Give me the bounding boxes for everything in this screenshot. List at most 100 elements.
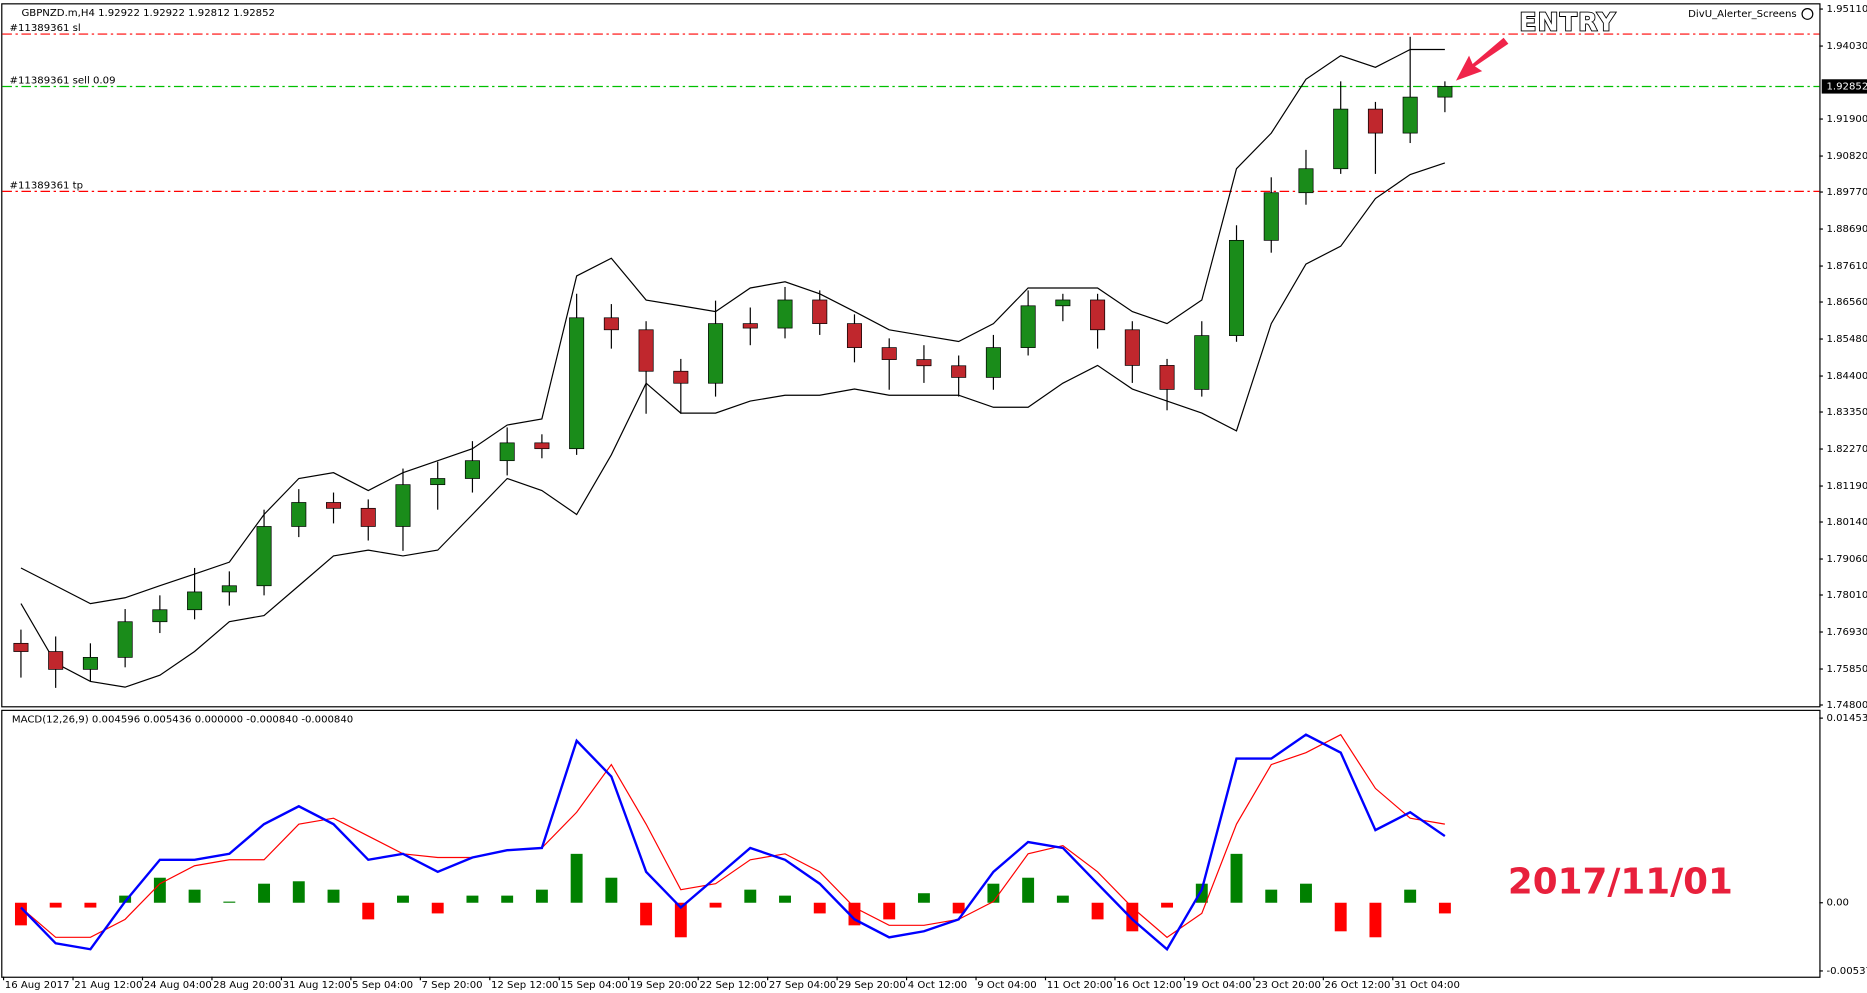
- histogram-bar: [779, 895, 791, 903]
- histogram-bar: [1334, 902, 1347, 932]
- y-tick-label: 1.78010: [1826, 590, 1867, 601]
- corner-label: DivU_Alerter_Screens: [1688, 9, 1797, 20]
- candle-body: [291, 502, 307, 527]
- histogram-bar: [1161, 902, 1174, 908]
- x-tick-label: 23 Oct 20:00: [1255, 980, 1321, 991]
- candle-body: [221, 585, 237, 593]
- candle-body: [48, 651, 64, 670]
- candle-body: [360, 507, 376, 527]
- histogram-bar: [49, 902, 62, 908]
- candle-body: [638, 329, 654, 372]
- y-tick-label: 1.87610: [1826, 261, 1867, 272]
- histogram-bar: [1195, 883, 1208, 903]
- histogram-bar: [188, 889, 201, 903]
- candle-body: [395, 484, 411, 527]
- candle-body: [916, 359, 932, 367]
- candle-body: [1333, 108, 1349, 170]
- histogram-bar: [1265, 889, 1278, 903]
- histogram-bar: [466, 895, 479, 903]
- candle-body: [742, 323, 758, 329]
- histogram-bar: [119, 895, 132, 903]
- x-tick-label: 4 Oct 12:00: [908, 980, 967, 991]
- x-tick-label: 12 Sep 12:00: [491, 980, 558, 991]
- x-tick-label: 22 Sep 12:00: [699, 980, 766, 991]
- histogram-bar: [223, 901, 236, 903]
- candle-body: [985, 347, 1001, 378]
- y-tick-label: 1.75850: [1826, 664, 1867, 675]
- candle-body: [152, 609, 168, 623]
- candle-body: [1194, 335, 1210, 390]
- y-tick-label: 1.90820: [1826, 151, 1867, 162]
- histogram-bar: [744, 889, 757, 903]
- x-tick-label: 11 Oct 20:00: [1047, 980, 1113, 991]
- x-tick-label: 7 Sep 20:00: [422, 980, 483, 991]
- entry-annotation: ENTRY: [1519, 7, 1616, 36]
- y-tick-label: 1.94030: [1826, 41, 1867, 52]
- histogram-bar: [848, 902, 861, 926]
- histogram-bar: [1300, 883, 1312, 903]
- x-tick-label: 28 Aug 20:00: [213, 980, 281, 991]
- histogram-bar: [1022, 877, 1035, 903]
- y-tick-label: -0.005371: [1826, 966, 1867, 977]
- macd-title: MACD(12,26,9) 0.004596 0.005436 0.000000…: [12, 714, 353, 725]
- candle-body: [951, 365, 967, 378]
- candle-body: [464, 460, 480, 479]
- price-panel: [1, 3, 1821, 708]
- y-tick-label: 1.76930: [1826, 627, 1867, 638]
- candle-body: [1124, 329, 1140, 366]
- x-tick-label: 29 Sep 20:00: [838, 980, 905, 991]
- histogram-bar: [501, 895, 514, 903]
- x-tick-label: 19 Sep 20:00: [630, 980, 697, 991]
- candle-body: [1263, 192, 1279, 241]
- candle-body: [1159, 365, 1175, 390]
- y-tick-label: 1.88690: [1826, 224, 1867, 235]
- histogram-bar: [397, 895, 409, 903]
- histogram-bar: [813, 902, 826, 914]
- candle-body: [708, 323, 724, 384]
- histogram-bar: [987, 883, 1000, 903]
- x-tick-label: 16 Oct 12:00: [1116, 980, 1182, 991]
- x-tick-label: 27 Sep 04:00: [769, 980, 836, 991]
- candle-body: [430, 478, 446, 486]
- candle-body: [1298, 168, 1314, 194]
- y-tick-label: 1.79060: [1826, 554, 1867, 565]
- histogram-bar: [431, 902, 444, 914]
- candle-body: [1055, 299, 1071, 307]
- signal-line: [20, 733, 1445, 939]
- histogram-bar: [1126, 902, 1139, 932]
- histogram-bar: [952, 902, 965, 914]
- x-tick-label: 9 Oct 04:00: [977, 980, 1036, 991]
- y-tick-label: 1.80140: [1826, 517, 1867, 528]
- candle-body: [499, 442, 515, 462]
- histogram-bar: [674, 902, 687, 938]
- entry-arrow: [1455, 37, 1509, 81]
- candle-body: [673, 370, 689, 384]
- y-tick-label: 1.89770: [1826, 187, 1867, 198]
- candle-body: [1090, 299, 1106, 331]
- y-tick-label: 0.00: [1826, 898, 1849, 909]
- candle-body: [1367, 108, 1383, 134]
- histogram-bar: [1438, 902, 1451, 914]
- y-tick-label: 1.82270: [1826, 444, 1867, 455]
- candle-body: [846, 323, 862, 348]
- histogram-bar: [917, 893, 930, 903]
- histogram-bar: [709, 902, 722, 908]
- y-tick-label: 0.014537: [1826, 713, 1867, 724]
- y-tick-label: 1.84400: [1826, 371, 1867, 382]
- candle-body: [82, 657, 98, 670]
- x-tick-label: 5 Sep 04:00: [352, 980, 413, 991]
- candle-body: [777, 299, 793, 329]
- histogram-bar: [640, 902, 653, 926]
- date-annotation: 2017/11/01: [1508, 862, 1733, 903]
- histogram-bar: [1091, 902, 1104, 920]
- current-price-box: [1821, 79, 1867, 94]
- level-label: #11389361 sl: [10, 23, 81, 34]
- level-label: #11389361 sell 0.09: [10, 76, 116, 87]
- candle-body: [881, 347, 897, 360]
- x-tick-label: 21 Aug 12:00: [74, 980, 142, 991]
- x-tick-label: 15 Sep 04:00: [560, 980, 627, 991]
- y-tick-label: 1.74800: [1826, 700, 1867, 711]
- candle-body: [256, 526, 272, 587]
- y-tick-label: 1.95110: [1826, 4, 1867, 15]
- candle-body: [603, 317, 619, 331]
